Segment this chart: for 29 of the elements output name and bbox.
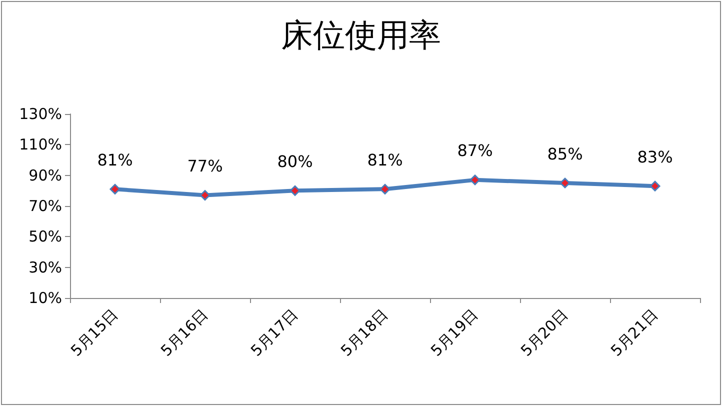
x-tick-label: 5月17日 <box>247 306 302 360</box>
point <box>200 190 210 201</box>
chart-title: 床位使用率 <box>281 16 441 54</box>
data-label: 77% <box>187 156 223 176</box>
y-tick-label: 110% <box>19 136 62 154</box>
x-tick-label: 5月21日 <box>607 306 662 360</box>
x-tick-label: 5月19日 <box>427 306 482 360</box>
x-tick-label: 5月16日 <box>157 306 212 360</box>
y-tick-label: 30% <box>28 258 62 276</box>
y-tick-label: 50% <box>28 228 62 246</box>
x-tick-label: 5月18日 <box>337 306 392 360</box>
x-tick-label: 5月20日 <box>517 306 572 360</box>
data-label: 81% <box>97 150 133 170</box>
y-tick-label: 70% <box>28 197 62 215</box>
point <box>380 184 390 194</box>
y-tick-label: 130% <box>19 105 62 123</box>
x-tick-label: 5月15日 <box>67 306 122 360</box>
data-label: 85% <box>547 144 583 164</box>
point <box>110 184 120 194</box>
data-label: 81% <box>367 150 403 170</box>
data-label: 83% <box>637 147 673 166</box>
data-label: 80% <box>277 152 313 171</box>
point <box>470 174 480 186</box>
data-label: 87% <box>457 141 493 160</box>
point <box>290 185 300 196</box>
y-tick-label: 10% <box>28 289 62 307</box>
point <box>650 180 660 192</box>
y-tick-label: 90% <box>28 166 62 184</box>
point <box>560 178 570 188</box>
